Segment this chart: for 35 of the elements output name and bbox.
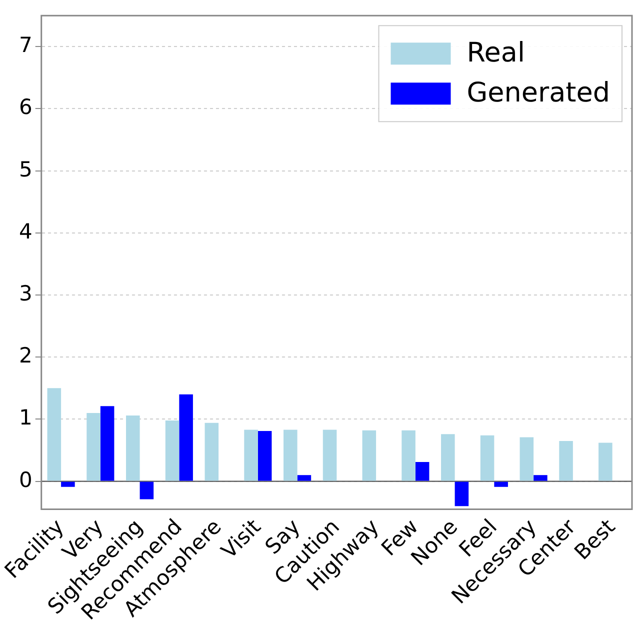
bar [454,482,469,506]
bar [100,406,114,481]
y-tick-label: 6 [18,95,32,120]
bar [61,482,75,487]
bar [415,462,430,481]
y-tick-label: 5 [18,157,32,182]
bar [322,430,337,481]
y-tick-label: 0 [18,468,32,492]
bar [494,482,508,487]
y-tick-label: 2 [18,344,32,368]
y-tick-label: 4 [18,219,32,244]
bar [86,413,100,481]
bar [244,430,258,481]
bar [598,442,612,481]
bar [258,431,272,481]
bar [402,430,416,481]
y-tick-label: 7 [18,33,32,58]
legend-label: Real [466,38,525,69]
legend-label: Generated [466,78,610,109]
bar [362,430,376,481]
y-tick-label: 1 [18,406,32,430]
bar [297,475,312,481]
bar [126,415,140,481]
bar [165,420,180,481]
bar [480,435,494,481]
bar [179,394,193,481]
bar [284,430,298,481]
bar [441,434,455,481]
bar [559,440,573,481]
bar [140,482,154,500]
bar [534,475,548,481]
bar [204,422,219,481]
bar [47,388,62,481]
y-tick-label: 3 [18,281,32,306]
bar [520,437,534,481]
